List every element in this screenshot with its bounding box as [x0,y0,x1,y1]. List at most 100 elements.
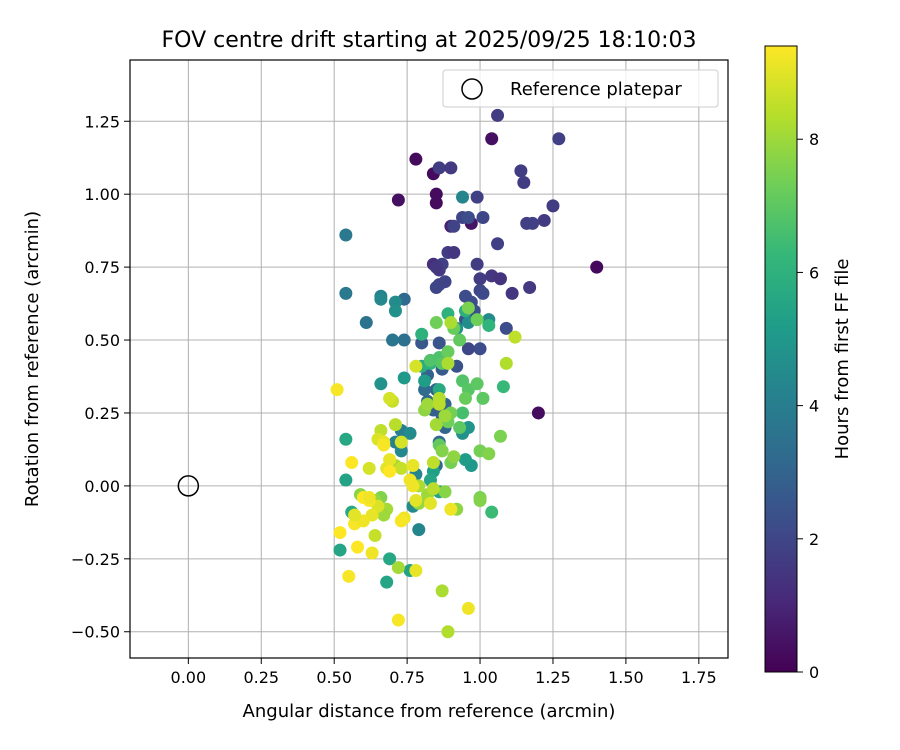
data-point [423,496,437,510]
colorbar-label: Hours from first FF file [832,259,853,460]
data-point [339,473,353,487]
legend-entry-label: Reference platepar [510,79,682,100]
data-point [359,316,373,330]
colorbar-tick-label: 4 [809,397,819,416]
data-point [383,391,397,405]
x-axis-label: Angular distance from reference (arcmin) [243,701,616,722]
data-point [429,418,443,432]
data-point [493,429,507,443]
colorbar-tick-label: 2 [809,530,819,549]
data-point [473,272,487,286]
data-point [397,333,411,347]
data-point [453,421,467,435]
legend-box [442,69,719,108]
data-point [523,281,537,295]
data-point [590,260,604,274]
data-point [438,485,452,499]
y-tick-label: −0.50 [71,623,120,642]
data-point [432,161,446,175]
data-point [473,342,487,356]
data-point [345,456,359,470]
data-point [432,397,446,411]
data-point [386,333,400,347]
data-point [421,397,435,411]
data-point [537,213,551,227]
data-point [470,257,484,271]
data-point [412,523,426,537]
colorbar: 0 2 4 6 8 Hours from first FF file [764,45,853,682]
data-point [485,505,499,519]
data-point [482,447,496,461]
data-point [383,552,397,566]
x-tick-label: 1.50 [608,668,644,687]
data-point [461,211,475,225]
data-point [391,613,405,627]
data-point [441,625,455,639]
data-point [394,435,408,449]
colorbar-gradient [764,45,798,673]
data-point [409,563,423,577]
data-point [406,458,420,472]
colorbar-tick-label: 8 [809,130,819,149]
data-point [394,461,408,475]
data-point [339,432,353,446]
data-point [351,540,365,554]
data-point [383,464,397,478]
data-point [444,316,458,330]
data-point [476,286,490,300]
data-point [374,292,388,306]
colorbar-tick-label: 6 [809,263,819,282]
data-point [461,301,475,315]
data-point [517,176,531,190]
data-point [456,406,470,420]
data-point [342,569,356,583]
data-point [333,526,347,540]
data-point [514,164,528,178]
data-point [461,342,475,356]
data-point [508,330,522,344]
data-point [429,196,443,210]
y-tick-label: 0.00 [84,477,120,496]
y-axis-ticks: −0.50 −0.25 0.00 0.25 0.50 0.75 1.00 1.25 [71,112,130,642]
x-tick-label: 0.25 [243,668,279,687]
data-point [447,219,461,233]
data-point [388,304,402,318]
data-point [458,453,472,467]
data-point [415,327,429,341]
data-point [444,161,458,175]
data-point [491,108,505,122]
x-axis-ticks: 0.00 0.25 0.50 0.75 1.00 1.25 1.50 1.75 [171,658,717,687]
data-point [456,190,470,204]
y-tick-label: −0.25 [71,550,120,569]
data-point [470,313,484,327]
data-point [441,345,455,359]
y-tick-label: 0.25 [84,404,120,423]
data-point [391,561,405,575]
y-tick-label: 1.00 [84,185,120,204]
data-point [397,371,411,385]
data-point [409,493,423,507]
data-point [426,482,440,496]
data-point [380,575,394,589]
data-point [476,391,490,405]
data-point [409,359,423,373]
data-point [365,546,379,560]
data-point [476,211,490,225]
chart-title: FOV centre drift starting at 2025/09/25 … [162,28,697,53]
data-point [493,272,507,286]
data-point [368,528,382,542]
colorbar-tick-label: 0 [809,663,819,682]
data-point [362,461,376,475]
data-point [426,456,440,470]
data-point [485,132,499,146]
data-point [377,438,391,452]
data-point [339,228,353,242]
data-point [458,391,472,405]
data-point [491,237,505,251]
data-point [429,260,443,274]
data-point [470,190,484,204]
data-point [453,333,467,347]
data-point [429,316,443,330]
data-point [496,380,510,394]
